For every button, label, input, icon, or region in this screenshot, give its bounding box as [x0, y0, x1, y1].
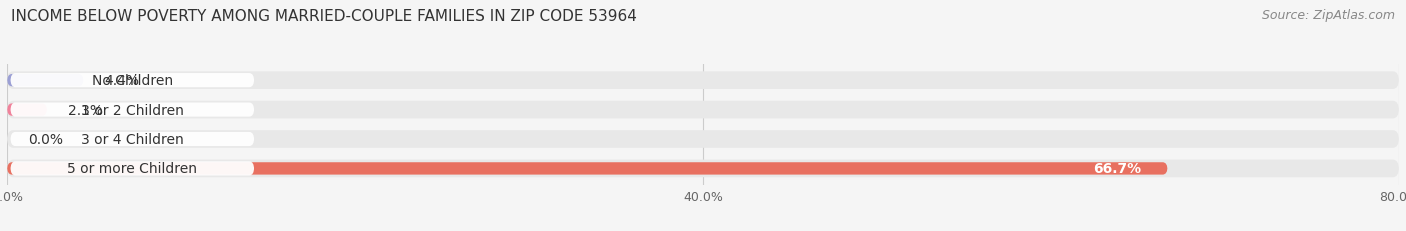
Text: 0.0%: 0.0%	[28, 132, 63, 146]
FancyBboxPatch shape	[7, 75, 83, 87]
Text: 66.7%: 66.7%	[1094, 162, 1142, 176]
FancyBboxPatch shape	[10, 74, 254, 88]
FancyBboxPatch shape	[10, 103, 254, 117]
FancyBboxPatch shape	[7, 72, 1399, 90]
Text: 5 or more Children: 5 or more Children	[67, 162, 197, 176]
FancyBboxPatch shape	[7, 104, 46, 116]
FancyBboxPatch shape	[7, 163, 1167, 175]
FancyBboxPatch shape	[7, 101, 1399, 119]
FancyBboxPatch shape	[7, 160, 1399, 177]
Text: 3 or 4 Children: 3 or 4 Children	[82, 132, 184, 146]
Text: INCOME BELOW POVERTY AMONG MARRIED-COUPLE FAMILIES IN ZIP CODE 53964: INCOME BELOW POVERTY AMONG MARRIED-COUPL…	[11, 9, 637, 24]
FancyBboxPatch shape	[10, 132, 254, 146]
Text: 1 or 2 Children: 1 or 2 Children	[82, 103, 184, 117]
FancyBboxPatch shape	[10, 162, 254, 176]
Text: No Children: No Children	[91, 74, 173, 88]
Text: 2.3%: 2.3%	[67, 103, 103, 117]
FancyBboxPatch shape	[7, 131, 1399, 148]
Text: 4.4%: 4.4%	[104, 74, 139, 88]
Text: Source: ZipAtlas.com: Source: ZipAtlas.com	[1261, 9, 1395, 22]
